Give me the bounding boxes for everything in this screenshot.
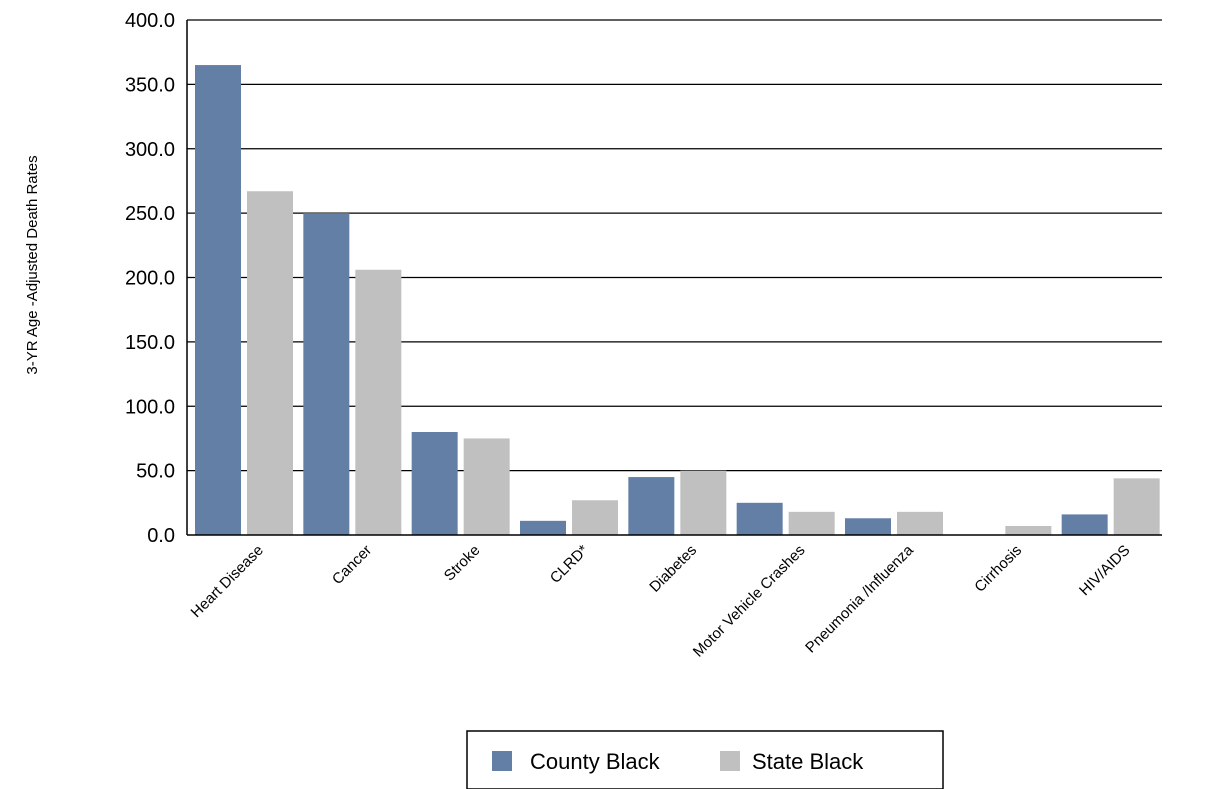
bar-county-black xyxy=(303,213,350,535)
x-tick-label: CLRD* xyxy=(547,542,592,587)
bar-state-black xyxy=(463,438,510,535)
legend-swatch-county-black xyxy=(492,751,512,771)
legend-swatch-state-black xyxy=(720,751,740,771)
bar-county-black xyxy=(520,520,566,535)
y-tick-labels: 0.0 50.0 100.0 150.0 200.0 250.0 300.0 350.0 400… xyxy=(125,10,175,547)
gridlines xyxy=(187,19,1162,472)
bar-county-black xyxy=(411,432,458,535)
x-tick-label: Heart Disease xyxy=(188,542,267,621)
legend: County Black State Black xyxy=(466,730,944,789)
bar-state-black xyxy=(788,511,835,535)
bar-state-black xyxy=(247,191,293,536)
bar-county-black xyxy=(1061,514,1108,535)
axes xyxy=(186,20,1162,536)
legend-label-county-black: County Black xyxy=(530,749,661,774)
legend-box xyxy=(466,730,944,789)
x-tick-labels: Heart Disease Cancer Stroke CLRD* DiabetesMo… xyxy=(188,541,1134,660)
y-tick-label: 200.0 xyxy=(125,268,175,290)
bar-state-black xyxy=(572,500,618,535)
x-tick-label: Cancer xyxy=(329,542,375,588)
y-tick-label: 400.0 xyxy=(125,10,175,32)
y-tick-label: 50.0 xyxy=(136,461,175,483)
bars xyxy=(195,65,1160,536)
x-tick-label: Diabetes xyxy=(646,542,700,596)
y-tick-label: 100.0 xyxy=(125,396,175,418)
bar-county-black xyxy=(628,477,675,535)
bar-county-black xyxy=(845,518,891,535)
bar-county-black xyxy=(736,502,783,535)
x-tick-label: Cirrhosis xyxy=(971,542,1025,596)
y-tick-label: 0.0 xyxy=(147,525,175,547)
bar-state-black xyxy=(1113,478,1160,535)
bar-state-black xyxy=(680,470,727,535)
x-tick-label: HIV/AIDS xyxy=(1076,542,1133,599)
bar-state-black xyxy=(897,511,943,535)
y-tick-label: 250.0 xyxy=(125,203,175,225)
y-tick-label: 150.0 xyxy=(125,332,175,354)
bar-state-black xyxy=(1005,525,1052,535)
y-tick-label: 350.0 xyxy=(125,74,175,96)
y-tick-label: 300.0 xyxy=(125,139,175,161)
x-tick-label: Pneumonia /Influenza xyxy=(802,541,917,656)
x-tick-label: Stroke xyxy=(441,542,484,585)
legend-label-state-black: State Black xyxy=(752,749,864,774)
bar-county-black xyxy=(195,65,241,535)
y-axis-title: 3-YR Age -Adjusted Death Rates xyxy=(24,155,41,374)
x-tick-label: Motor Vehicle Crashes xyxy=(690,542,809,661)
bar-state-black xyxy=(355,269,402,535)
